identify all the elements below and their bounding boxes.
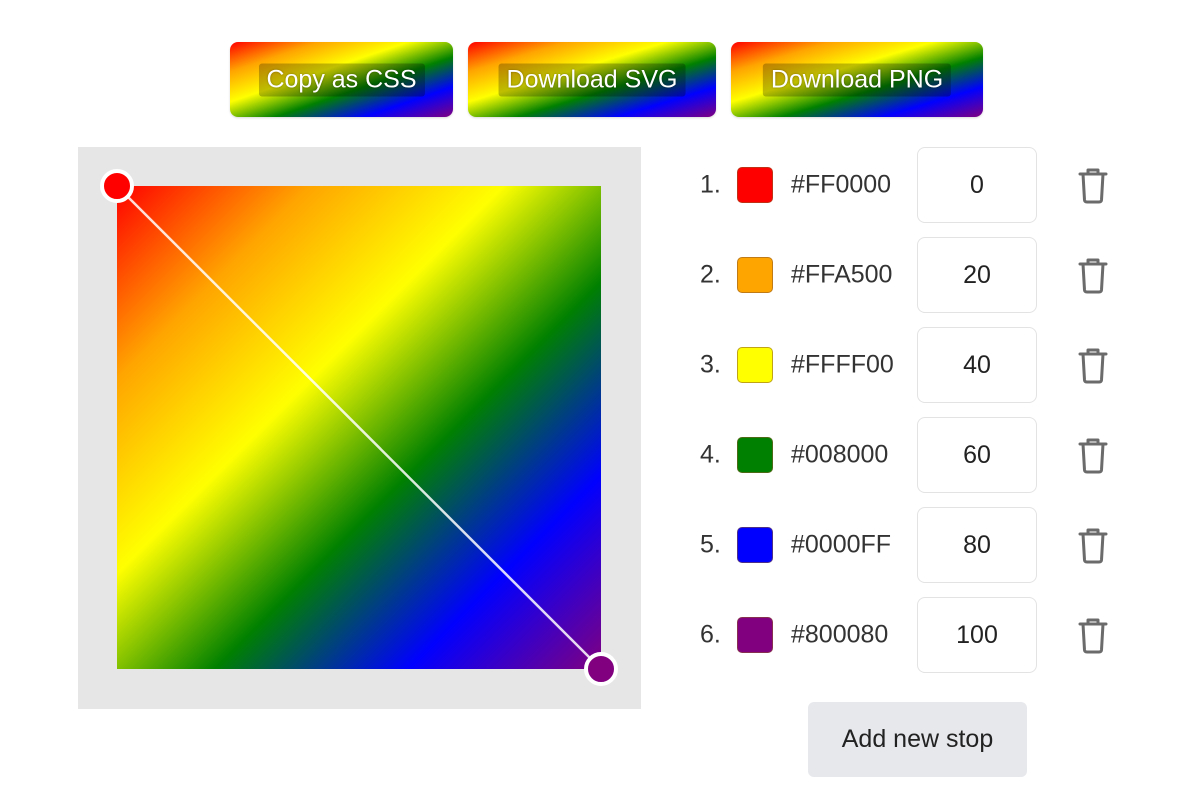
stop-index: 1. bbox=[700, 170, 721, 199]
stop-hex-value: #0000FF bbox=[791, 530, 892, 559]
color-stop-row: 1. #FF0000 bbox=[690, 147, 1130, 223]
trash-icon bbox=[1078, 618, 1108, 654]
stop-hex-value: #FF0000 bbox=[791, 170, 892, 199]
stop-position-input[interactable] bbox=[917, 417, 1037, 493]
download-png-label: Download PNG bbox=[762, 63, 952, 96]
color-swatch[interactable] bbox=[737, 617, 773, 653]
delete-stop-button[interactable] bbox=[1077, 616, 1109, 654]
color-stop-row: 3. #FFFF00 bbox=[690, 327, 1130, 403]
color-swatch[interactable] bbox=[737, 347, 773, 383]
download-svg-button[interactable]: Download SVG bbox=[468, 42, 716, 117]
delete-stop-button[interactable] bbox=[1077, 526, 1109, 564]
trash-icon bbox=[1078, 528, 1108, 564]
color-stop-row: 5. #0000FF bbox=[690, 507, 1130, 583]
stop-hex-value: #008000 bbox=[791, 440, 889, 469]
delete-stop-button[interactable] bbox=[1077, 346, 1109, 384]
trash-icon bbox=[1078, 438, 1108, 474]
trash-icon bbox=[1078, 168, 1108, 204]
stop-position-input[interactable] bbox=[917, 237, 1037, 313]
stop-index: 5. bbox=[700, 530, 721, 559]
copy-as-css-label: Copy as CSS bbox=[258, 63, 425, 96]
gradient-preview-frame bbox=[78, 147, 641, 709]
color-swatch[interactable] bbox=[737, 257, 773, 293]
add-new-stop-button[interactable]: Add new stop bbox=[808, 702, 1027, 777]
gradient-start-handle[interactable] bbox=[100, 169, 134, 203]
color-swatch[interactable] bbox=[737, 167, 773, 203]
stop-index: 3. bbox=[700, 350, 721, 379]
stop-hex-value: #FFFF00 bbox=[791, 350, 894, 379]
trash-icon bbox=[1078, 258, 1108, 294]
stop-position-input[interactable] bbox=[917, 597, 1037, 673]
stop-hex-value: #FFA500 bbox=[791, 260, 893, 289]
download-png-button[interactable]: Download PNG bbox=[731, 42, 983, 117]
stop-position-input[interactable] bbox=[917, 327, 1037, 403]
gradient-preview bbox=[100, 169, 618, 686]
stop-position-input[interactable] bbox=[917, 507, 1037, 583]
copy-as-css-button[interactable]: Copy as CSS bbox=[230, 42, 453, 117]
gradient-direction-line bbox=[116, 185, 602, 670]
download-svg-label: Download SVG bbox=[498, 63, 686, 96]
color-swatch[interactable] bbox=[737, 437, 773, 473]
delete-stop-button[interactable] bbox=[1077, 436, 1109, 474]
delete-stop-button[interactable] bbox=[1077, 256, 1109, 294]
stop-index: 6. bbox=[700, 620, 721, 649]
trash-icon bbox=[1078, 348, 1108, 384]
stop-position-input[interactable] bbox=[917, 147, 1037, 223]
gradient-end-handle[interactable] bbox=[584, 652, 618, 686]
delete-stop-button[interactable] bbox=[1077, 166, 1109, 204]
color-stop-row: 2. #FFA500 bbox=[690, 237, 1130, 313]
stop-hex-value: #800080 bbox=[791, 620, 889, 649]
stop-index: 2. bbox=[700, 260, 721, 289]
color-stop-row: 6. #800080 bbox=[690, 597, 1130, 673]
color-stop-row: 4. #008000 bbox=[690, 417, 1130, 493]
color-swatch[interactable] bbox=[737, 527, 773, 563]
stop-index: 4. bbox=[700, 440, 721, 469]
